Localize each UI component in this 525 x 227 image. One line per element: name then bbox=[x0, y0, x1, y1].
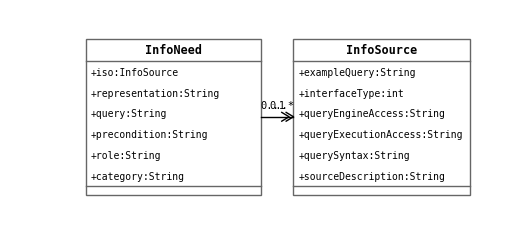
Text: +role:String: +role:String bbox=[91, 151, 161, 160]
Text: +representation:String: +representation:String bbox=[91, 88, 220, 98]
Text: +querySyntax:String: +querySyntax:String bbox=[298, 151, 410, 160]
Text: InfoNeed: InfoNeed bbox=[145, 44, 202, 57]
Text: +iso:InfoSource: +iso:InfoSource bbox=[91, 67, 179, 77]
Bar bbox=[86, 39, 261, 195]
Text: 0..1: 0..1 bbox=[260, 100, 286, 110]
Text: +category:String: +category:String bbox=[91, 171, 185, 181]
Text: +queryExecutionAccess:String: +queryExecutionAccess:String bbox=[298, 130, 463, 140]
Text: +precondition:String: +precondition:String bbox=[91, 130, 208, 140]
Text: InfoSource: InfoSource bbox=[346, 44, 417, 57]
Text: +query:String: +query:String bbox=[91, 109, 167, 119]
Bar bbox=[293, 39, 470, 195]
Text: +interfaceType:int: +interfaceType:int bbox=[298, 88, 404, 98]
Text: +queryEngineAccess:String: +queryEngineAccess:String bbox=[298, 109, 445, 119]
Text: 0..*: 0..* bbox=[269, 100, 294, 110]
Text: +sourceDescription:String: +sourceDescription:String bbox=[298, 171, 445, 181]
Text: +exampleQuery:String: +exampleQuery:String bbox=[298, 67, 416, 77]
